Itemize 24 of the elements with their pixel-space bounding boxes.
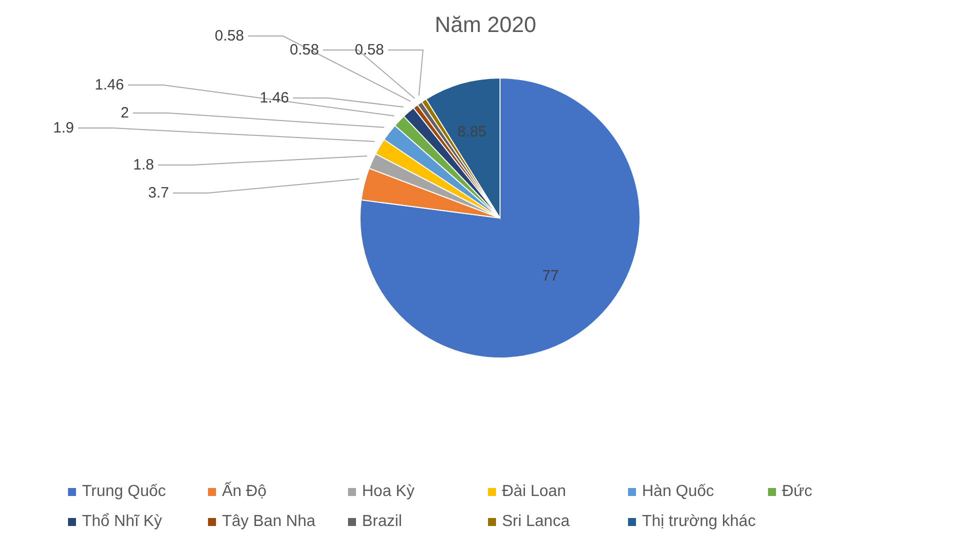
data-label: 0.58	[214, 28, 244, 44]
data-label: 1.8	[133, 156, 154, 174]
legend-label: Sri Lanca	[502, 513, 570, 531]
data-label: 3.7	[148, 184, 169, 202]
legend-label: Trung Quốc	[82, 483, 166, 501]
data-label: 8.85	[457, 124, 487, 141]
data-label: 0.58	[290, 42, 319, 58]
data-label: 77	[542, 268, 559, 285]
data-label: 0.58	[354, 42, 384, 58]
legend-label: Hàn Quốc	[642, 483, 714, 501]
pie-slice	[360, 78, 640, 358]
chart-title: Năm 2020	[434, 12, 536, 37]
legend-label: Ấn Độ	[222, 483, 266, 501]
data-label: 1.9	[53, 120, 74, 136]
legend-label: Tây Ban Nha	[222, 513, 316, 531]
legend-label: Thị trường khác	[642, 513, 756, 531]
data-label: 1.46	[260, 90, 289, 106]
legend-label: Hoa Kỳ	[362, 483, 414, 501]
legend-label: Đài Loan	[502, 483, 566, 501]
data-label: 2	[120, 104, 129, 122]
legend-label: Brazil	[362, 513, 402, 531]
legend-label: Đức	[782, 483, 812, 501]
data-label: 1.46	[94, 76, 124, 94]
legend-label: Thổ Nhĩ Kỳ	[82, 513, 162, 531]
